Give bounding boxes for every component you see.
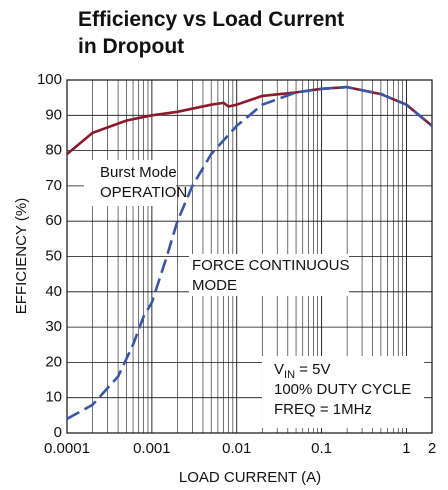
x-tick-label: 0.0001 bbox=[44, 440, 90, 457]
y-tick-label: 70 bbox=[45, 177, 62, 194]
chart-title: Efficiency vs Load Current in Dropout bbox=[78, 8, 345, 58]
y-tick-label: 10 bbox=[45, 389, 62, 406]
annotation: V bbox=[274, 361, 284, 378]
annotation-bg bbox=[84, 160, 176, 206]
annotation: = 5V bbox=[295, 361, 330, 378]
annotation-bg bbox=[262, 356, 424, 428]
annotation: FORCE CONTINUOUS bbox=[192, 257, 350, 274]
y-tick-label: 20 bbox=[45, 353, 62, 370]
x-tick-label: 1 bbox=[402, 440, 410, 457]
x-tick-label: 0.01 bbox=[222, 440, 251, 457]
y-tick-label: 30 bbox=[45, 318, 62, 335]
x-tick-label: 2 bbox=[428, 440, 436, 457]
annotation: 100% DUTY CYCLE bbox=[274, 381, 411, 398]
y-tick-label: 40 bbox=[45, 283, 62, 300]
x-tick-label: 0.001 bbox=[133, 440, 171, 457]
y-tick-label: 50 bbox=[45, 247, 62, 264]
y-axis-label: EFFICIENCY (%) bbox=[13, 198, 30, 314]
x-tick-label: 0.1 bbox=[311, 440, 332, 457]
y-tick-label: 90 bbox=[45, 106, 62, 123]
annotation: MODE bbox=[192, 277, 237, 294]
annotation-bg bbox=[189, 254, 349, 296]
series-line bbox=[66, 85, 433, 421]
y-tick-label: 60 bbox=[45, 212, 62, 229]
annotation: OPERATION bbox=[100, 184, 187, 201]
annotation: IN bbox=[284, 369, 295, 381]
annotation: FREQ = 1MHz bbox=[274, 401, 372, 418]
y-tick-label: 100 bbox=[37, 71, 62, 88]
annotation: VIN = 5V bbox=[274, 361, 330, 381]
annotation: Burst Mode bbox=[100, 164, 177, 181]
y-tick-label: 0 bbox=[54, 424, 62, 441]
x-axis-label: LOAD CURRENT (A) bbox=[179, 469, 321, 486]
y-tick-label: 80 bbox=[45, 142, 62, 159]
